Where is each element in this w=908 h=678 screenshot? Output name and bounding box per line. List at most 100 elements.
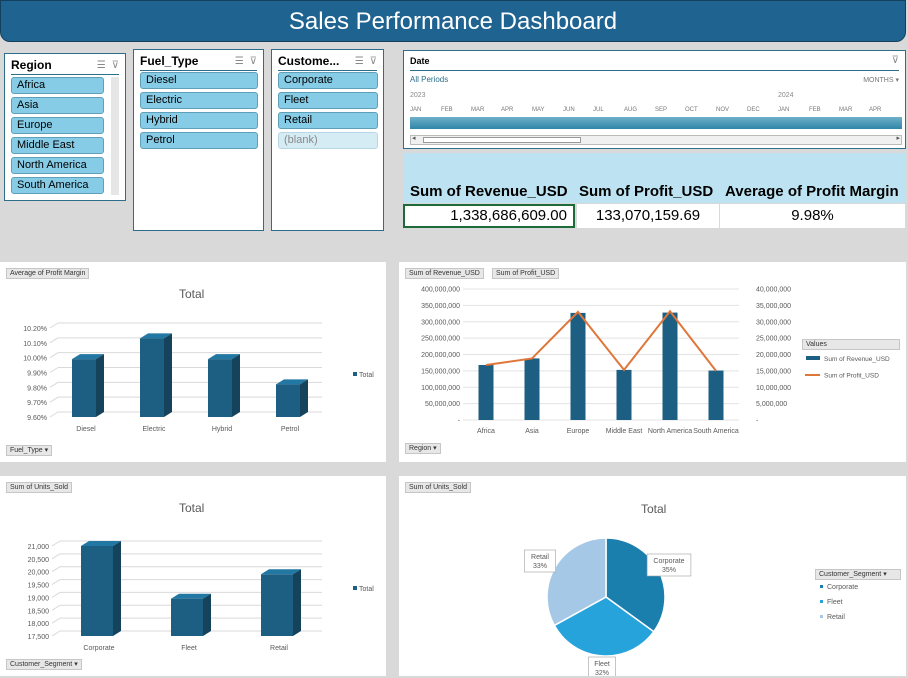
region-item[interactable]: South America — [11, 177, 104, 194]
bar-side — [113, 541, 121, 636]
multi-select-icon[interactable]: ☰ — [96, 59, 106, 71]
legend-label: Sum of Profit_USD — [824, 373, 879, 380]
timeline-scroll-thumb[interactable] — [423, 137, 581, 143]
timeline-month[interactable]: NOV — [716, 107, 730, 113]
revenue-bar — [570, 312, 586, 420]
chart-legend-button[interactable]: Customer_Segment ▾ — [815, 569, 901, 580]
chart-value-button[interactable]: Average of Profit Margin — [6, 268, 90, 279]
chart-legend-button[interactable]: Values — [802, 339, 900, 350]
y-right-tick-label: 5,000,000 — [756, 401, 787, 408]
bar-side — [300, 379, 308, 417]
data-label-box — [588, 656, 616, 676]
data-label-category: Fleet — [594, 661, 610, 668]
fuel-item[interactable]: Diesel — [140, 72, 258, 89]
timeline-granularity[interactable]: MONTHS ▾ — [863, 77, 899, 84]
customer-item[interactable]: Corporate — [278, 72, 378, 89]
chart-axis-button[interactable]: Fuel_Type ▾ — [6, 445, 53, 456]
timeline-month[interactable]: FEB — [441, 107, 453, 113]
x-tick-label: Asia — [525, 428, 539, 435]
timeline-month[interactable]: FEB — [809, 107, 821, 113]
y-tick-label: 10.20% — [23, 326, 47, 333]
kpi-profit-value: 133,070,159.69 — [577, 204, 719, 228]
scroll-right-icon[interactable]: ▸ — [896, 135, 900, 142]
y-right-tick-label: - — [756, 418, 759, 425]
y-right-tick-label: 25,000,000 — [756, 336, 791, 343]
revenue-profit-chart-panel: Sum of Revenue_USD Sum of Profit_USD Reg… — [399, 262, 906, 462]
bar-top — [208, 354, 240, 360]
timeline-title: Date — [410, 56, 430, 66]
timeline-month[interactable]: AUG — [624, 107, 638, 113]
kpi-revenue-value[interactable]: 1,338,686,609.00 — [403, 204, 575, 228]
multi-select-icon[interactable]: ☰ — [354, 55, 364, 67]
chart-value-button[interactable]: Sum of Revenue_USD — [405, 268, 484, 279]
timeline-month[interactable]: JAN — [778, 107, 790, 113]
revenue-bar — [524, 358, 540, 420]
timeline-month[interactable]: JUL — [593, 107, 604, 113]
x-tick-label: South America — [693, 428, 739, 435]
region-item[interactable]: Middle East — [11, 137, 104, 154]
fuel-item[interactable]: Petrol — [140, 132, 258, 149]
legend-swatch — [820, 615, 823, 618]
gridline-depth — [51, 540, 61, 547]
units-sold-chart-panel: Sum of Units_Sold Total Customer_Segment… — [0, 476, 386, 676]
pie-slice — [553, 596, 655, 657]
customer-item[interactable]: Fleet — [278, 92, 378, 109]
gridline-depth — [49, 396, 59, 403]
clear-filter-icon[interactable]: ⊽ — [249, 55, 257, 67]
y-tick-label: 9.60% — [27, 415, 47, 422]
timeline-month[interactable]: JAN — [410, 107, 422, 113]
timeline-month[interactable]: APR — [869, 107, 882, 113]
timeline-month[interactable]: APR — [501, 107, 514, 113]
y-tick-label: 20,500 — [28, 557, 50, 564]
multi-select-icon[interactable]: ☰ — [234, 55, 244, 67]
chart-axis-button[interactable]: Customer_Segment ▾ — [6, 659, 82, 670]
bar — [81, 546, 113, 636]
x-tick-label: Hybrid — [212, 426, 232, 433]
chart-axis-button[interactable]: Region ▾ — [405, 443, 441, 454]
timeline-month[interactable]: DEC — [747, 107, 760, 113]
region-item[interactable]: Asia — [11, 97, 104, 114]
legend-swatch — [820, 585, 823, 588]
timeline-month[interactable]: MAY — [532, 107, 545, 113]
region-item[interactable]: Europe — [11, 117, 104, 134]
timeline-month[interactable]: OCT — [685, 107, 698, 113]
fuel-item[interactable]: Electric — [140, 92, 258, 109]
clear-filter-icon[interactable]: ⊽ — [891, 55, 899, 66]
scroll-left-icon[interactable]: ◂ — [412, 135, 416, 142]
profit-line — [485, 309, 717, 372]
chart-value-button[interactable]: Sum of Profit_USD — [492, 268, 560, 279]
clear-filter-icon[interactable]: ⊽ — [111, 59, 119, 71]
x-tick-label: North America — [648, 428, 692, 435]
customer-item-blank[interactable]: (blank) — [278, 132, 378, 149]
clear-filter-icon[interactable]: ⊽ — [369, 55, 377, 67]
timeline-bar[interactable] — [410, 117, 902, 129]
customer-item[interactable]: Retail — [278, 112, 378, 129]
timeline-month[interactable]: MAR — [839, 107, 853, 113]
chart-title: Total — [179, 287, 205, 301]
revenue-bar — [478, 364, 494, 420]
y-tick-label: 17,500 — [28, 634, 50, 641]
y-right-tick-label: 15,000,000 — [756, 368, 791, 375]
bar — [276, 384, 300, 417]
bar-side — [96, 354, 104, 417]
bar-top — [140, 333, 172, 339]
bar-side — [203, 593, 211, 636]
legend-label: Corporate — [827, 584, 858, 591]
y-tick-label: 9.80% — [27, 385, 47, 392]
y-right-tick-label: 35,000,000 — [756, 303, 791, 310]
legend-label: Total — [359, 586, 374, 593]
timeline-month[interactable]: MAR — [471, 107, 485, 113]
timeline-month[interactable]: JUN — [563, 107, 575, 113]
slicer-scrollbar[interactable] — [111, 77, 119, 195]
legend-label: Fleet — [827, 599, 843, 606]
timeline-scrollbar[interactable]: ◂ ▸ — [410, 135, 902, 145]
region-slicer: Region ☰ ⊽ Africa Asia Europe Middle East… — [4, 53, 126, 201]
x-tick-label: Europe — [567, 428, 590, 435]
timeline-month[interactable]: SEP — [655, 107, 668, 113]
chart-value-button[interactable]: Sum of Units_Sold — [405, 482, 471, 493]
fuel-item[interactable]: Hybrid — [140, 112, 258, 129]
chart-value-button[interactable]: Sum of Units_Sold — [6, 482, 72, 493]
region-item[interactable]: Africa — [11, 77, 104, 94]
region-item[interactable]: North America — [11, 157, 104, 174]
data-label-value: 35% — [662, 567, 676, 574]
